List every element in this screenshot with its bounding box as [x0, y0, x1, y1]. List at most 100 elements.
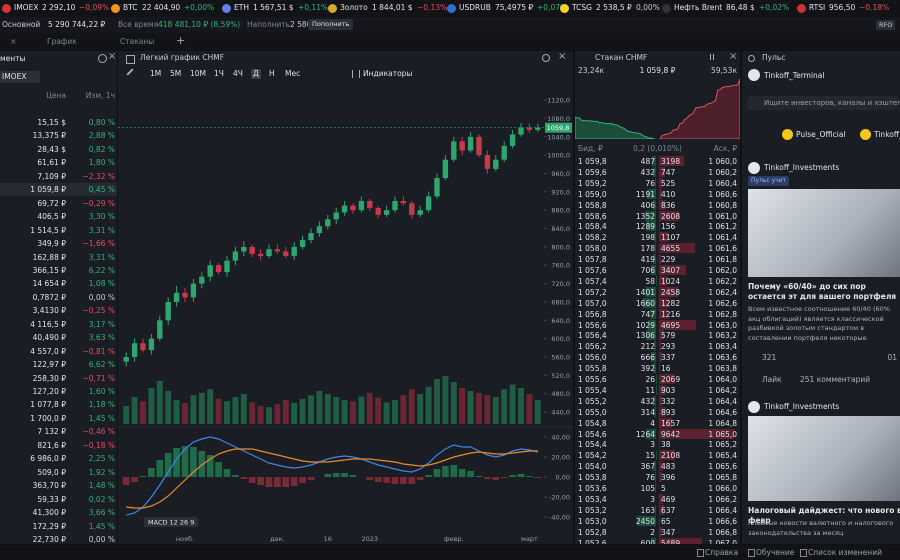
deposit-button[interactable]: Пополнить [308, 19, 354, 30]
bid-price[interactable]: 1 053,2 [578, 505, 607, 515]
footer-link[interactable]: Справка [705, 547, 739, 557]
ask-price[interactable]: 1 065,6 [708, 462, 737, 472]
bid-price[interactable]: 1 053,4 [578, 494, 607, 504]
bid-price[interactable]: 1 057,8 [578, 255, 607, 265]
period-button[interactable]: 5М [170, 69, 182, 78]
footer-link[interactable]: Список изменений [808, 547, 882, 557]
settings-icon[interactable] [98, 54, 107, 63]
period-button[interactable]: Мес [285, 69, 301, 78]
ask-price[interactable]: 1 062,4 [708, 287, 737, 297]
period-button[interactable]: Д [251, 69, 261, 79]
bid-price[interactable]: 1 054,0 [578, 462, 607, 472]
bid-price[interactable]: 1 056,4 [578, 331, 607, 341]
ask-price[interactable]: 1 067,0 [708, 538, 737, 545]
ask-price[interactable]: 1 060,8 [708, 200, 737, 210]
bid-price[interactable]: 1 058,0 [578, 244, 607, 254]
ask-price[interactable]: 1 061,4 [708, 233, 737, 243]
bid-price[interactable]: 1 057,4 [578, 276, 607, 286]
period-button[interactable]: 1М [150, 69, 162, 78]
bid-price[interactable]: 1 053,8 [578, 473, 607, 483]
ask-price[interactable]: 1 065,0 [708, 429, 737, 439]
channel-chip[interactable]: Pulse_Official [796, 130, 846, 139]
post-author[interactable]: Tinkoff_Investments [764, 163, 840, 172]
ask-price[interactable]: 1 065,2 [708, 440, 737, 450]
bid-price[interactable]: 1 057,2 [578, 287, 607, 297]
tab[interactable]: График [47, 37, 77, 46]
bid-price[interactable]: 1 054,8 [578, 418, 607, 428]
bid-price[interactable]: 1 059,0 [578, 189, 607, 199]
tab[interactable]: Стаканы [120, 37, 155, 46]
ask-price[interactable]: 1 060,0 [708, 157, 737, 166]
add-tab[interactable]: + [176, 34, 186, 47]
period-button[interactable]: 10М [190, 69, 207, 78]
ask-price[interactable]: 1 064,0 [708, 375, 737, 384]
bid-price[interactable]: 1 058,8 [578, 200, 607, 210]
bid-price[interactable]: 1 054,2 [578, 451, 607, 461]
post-author[interactable]: Tinkoff_Investments [764, 402, 840, 411]
indicators-icon[interactable] [352, 70, 360, 78]
period-button[interactable]: Н [269, 69, 275, 78]
ask-price[interactable]: 1 063,6 [708, 353, 737, 363]
ask-price[interactable]: 1 061,2 [708, 222, 737, 232]
ask-price[interactable]: 1 064,8 [708, 418, 737, 428]
ask-price[interactable]: 1 063,4 [708, 342, 737, 352]
bid-price[interactable]: 1 055,0 [578, 407, 607, 417]
comments-button[interactable]: 251 комментарий [800, 375, 871, 384]
bid-price[interactable]: 1 054,4 [578, 440, 607, 450]
ask-price[interactable]: 1 062,0 [708, 266, 737, 275]
ask-price[interactable]: 1 065,4 [708, 451, 737, 461]
ask-price[interactable]: 1 062,6 [708, 298, 737, 308]
period-button[interactable]: 1Ч [214, 69, 224, 78]
ask-price[interactable]: 1 065,8 [708, 473, 737, 483]
bid-price[interactable]: 1 058,4 [578, 222, 607, 232]
ask-price[interactable]: 1 066,8 [708, 527, 737, 537]
bid-price[interactable]: 1 055,4 [578, 385, 607, 395]
bid-price[interactable]: 1 057,0 [578, 298, 607, 308]
bid-price[interactable]: 1 057,6 [578, 266, 607, 275]
ask-price[interactable]: 1 061,0 [708, 211, 737, 221]
instrument-row[interactable] [0, 183, 117, 197]
indicators-button[interactable]: Индикаторы [363, 69, 413, 78]
period-button[interactable]: 4Ч [233, 69, 243, 78]
ask-price[interactable]: 1 062,2 [708, 276, 737, 286]
channel-chip[interactable]: Tinkoff_ [874, 130, 900, 139]
ask-price[interactable]: 1 063,0 [708, 320, 737, 330]
like-button[interactable]: Лайк [762, 375, 782, 384]
bid-price[interactable]: 1 058,6 [578, 211, 607, 221]
bid-price[interactable]: 1 052,8 [578, 527, 607, 537]
bid-price[interactable]: 1 058,2 [578, 233, 607, 243]
bid-price[interactable]: 1 054,6 [578, 429, 607, 439]
ask-price[interactable]: 1 064,4 [708, 396, 737, 406]
bid-price[interactable]: 1 052,6 [578, 538, 607, 545]
portfolio-select[interactable]: Основной [2, 20, 41, 29]
ask-price[interactable]: 1 064,2 [708, 385, 737, 395]
bid-price[interactable]: 1 053,0 [578, 516, 607, 526]
ask-price[interactable]: 1 061,8 [708, 255, 737, 265]
bid-price[interactable]: 1 059,2 [578, 178, 607, 188]
ask-price[interactable]: 1 062,8 [708, 309, 737, 319]
ask-price[interactable]: 1 066,6 [708, 516, 737, 526]
ask-price[interactable]: 1 066,0 [708, 484, 737, 493]
search-box[interactable] [748, 96, 898, 110]
bid-price[interactable]: 1 055,6 [578, 375, 607, 384]
ask-price[interactable]: 1 060,6 [708, 189, 737, 199]
ask-price[interactable]: 1 061,6 [708, 244, 737, 254]
close-icon[interactable]: × [558, 51, 567, 62]
ask-price[interactable]: 1 063,8 [708, 364, 737, 374]
footer-link[interactable]: Обучение [756, 547, 795, 557]
ask-price[interactable]: 1 060,2 [708, 167, 737, 177]
ask-price[interactable]: 1 066,4 [708, 505, 737, 515]
tab-close[interactable]: × [10, 37, 17, 46]
close-icon[interactable]: × [729, 51, 738, 62]
bid-price[interactable]: 1 055,2 [578, 396, 607, 406]
bid-price[interactable]: 1 056,8 [578, 309, 607, 319]
bid-price[interactable]: 1 055,8 [578, 364, 607, 374]
bid-price[interactable]: 1 053,6 [578, 484, 607, 493]
ask-price[interactable]: 1 060,4 [708, 178, 737, 188]
bid-price[interactable]: 1 056,2 [578, 342, 607, 352]
settings-icon[interactable] [542, 54, 550, 62]
ask-price[interactable]: 1 064,6 [708, 407, 737, 417]
close-icon[interactable]: × [108, 51, 117, 62]
bid-price[interactable]: 1 056,6 [578, 320, 607, 330]
index-select[interactable]: IMOEX [0, 71, 41, 83]
